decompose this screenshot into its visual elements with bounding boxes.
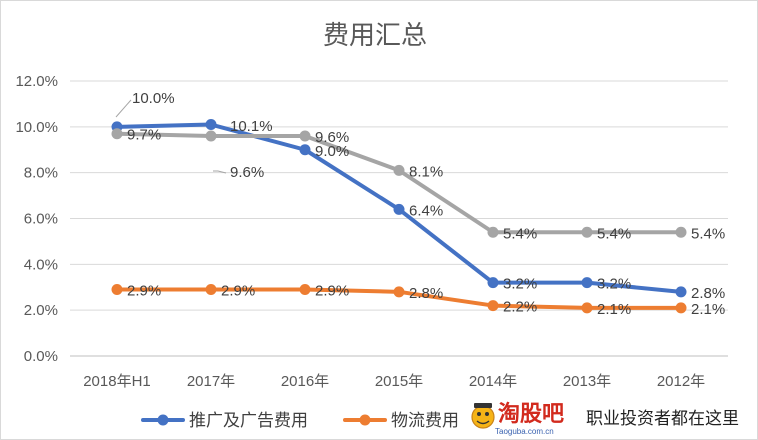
data-point (581, 302, 593, 314)
data-point (675, 286, 687, 298)
data-point (581, 226, 593, 238)
data-point (675, 302, 687, 314)
data-point (205, 119, 217, 131)
legend-swatch-marker (359, 414, 371, 426)
legend-swatch-marker (157, 414, 169, 426)
data-point (205, 130, 217, 142)
data-label: 6.4% (409, 202, 443, 219)
mascot-icon (471, 403, 495, 429)
x-tick-label: 2015年 (375, 373, 423, 390)
x-tick-label: 2018年H1 (83, 373, 151, 390)
data-point (299, 144, 311, 156)
chart-title: 费用汇总 (323, 21, 427, 51)
data-point (487, 300, 499, 312)
data-label: 3.2% (597, 276, 631, 293)
data-point (675, 226, 687, 238)
data-label: 9.0% (315, 143, 349, 160)
x-tick-label: 2016年 (281, 373, 329, 390)
x-tick-label: 2013年 (563, 373, 611, 390)
data-label: 5.4% (597, 225, 631, 242)
legend-entry: 物流费用 (391, 411, 459, 431)
data-label: 2.1% (597, 301, 631, 318)
label-leader-line (213, 170, 227, 174)
data-point (299, 284, 311, 296)
y-tick-label: 12.0% (15, 73, 58, 90)
data-label: 2.1% (691, 301, 725, 318)
y-tick-label: 2.0% (24, 302, 58, 319)
data-point (487, 226, 499, 238)
data-point (393, 203, 405, 215)
series-lines (111, 119, 687, 314)
legend-entry: 推广及广告费用 (189, 411, 308, 431)
data-point (487, 277, 499, 289)
y-tick-label: 8.0% (24, 165, 58, 182)
x-tick-label: 2017年 (187, 373, 235, 390)
data-label: 5.4% (503, 225, 537, 242)
x-tick-label: 2012年 (657, 373, 705, 390)
y-axis: 0.0% 2.0% 4.0% 6.0% 8.0% 10.0% 12.0% (15, 73, 58, 365)
data-label: 9.7% (127, 127, 161, 144)
label-leader-line (115, 99, 132, 118)
data-point (205, 284, 217, 296)
data-point (393, 286, 405, 298)
y-tick-label: 0.0% (24, 348, 58, 365)
data-label: 10.1% (230, 118, 273, 135)
data-point (111, 128, 123, 140)
data-label: 10.0% (132, 90, 175, 107)
data-label: 5.4% (691, 225, 725, 242)
data-label: 2.8% (691, 285, 725, 302)
data-label: 2.9% (221, 283, 255, 300)
data-label: 2.8% (409, 285, 443, 302)
x-tick-label: 2014年 (469, 373, 517, 390)
x-axis: 2018年H1 2017年 2016年 2015年 2014年 2013年 2012年 (83, 373, 705, 390)
y-tick-label: 10.0% (15, 119, 58, 136)
data-point (299, 130, 311, 142)
y-tick-label: 6.0% (24, 211, 58, 228)
y-tick-label: 4.0% (24, 256, 58, 273)
data-label: 2.2% (503, 299, 537, 316)
legend: 推广及广告费用 物流费用 (141, 411, 459, 431)
watermark: 淘股吧 Taoguba.com.cn 职业投资者都在这里 (471, 401, 739, 436)
data-label: 9.6% (230, 164, 264, 181)
data-label: 2.9% (315, 283, 349, 300)
data-point (393, 164, 405, 176)
data-label: 8.1% (409, 163, 443, 180)
watermark-logo: 淘股吧 (498, 401, 564, 427)
watermark-slogan: 职业投资者都在这里 (586, 409, 739, 429)
data-label: 9.6% (315, 129, 349, 146)
data-point (111, 284, 123, 296)
data-labels: 10.0% 10.1% 9.0% 6.4% 3.2% 3.2% 2.8% 2.9% 2.9% 2.… (115, 90, 725, 318)
data-point (581, 277, 593, 289)
watermark-site: Taoguba.com.cn (495, 427, 554, 436)
data-label: 2.9% (127, 283, 161, 300)
data-label: 3.2% (503, 276, 537, 293)
